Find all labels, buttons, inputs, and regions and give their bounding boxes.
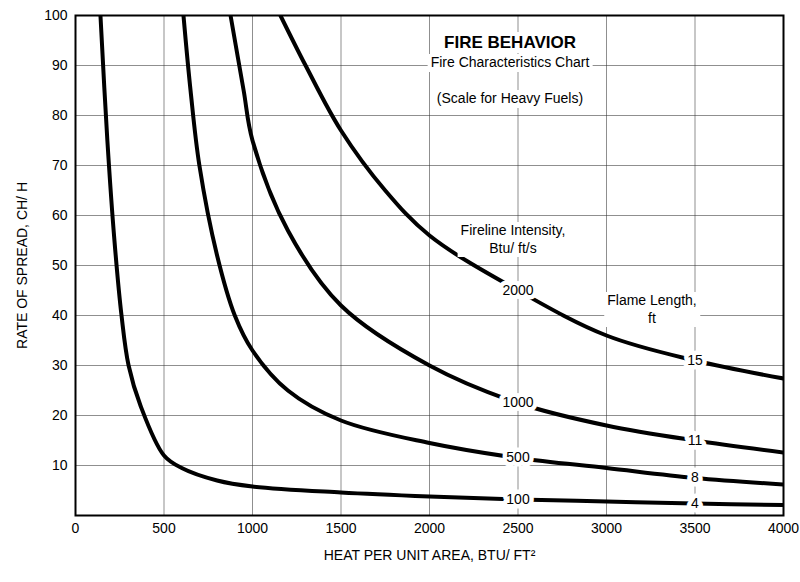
svg-text:10: 10: [52, 457, 68, 473]
svg-text:500: 500: [506, 449, 530, 465]
svg-text:4: 4: [691, 495, 699, 511]
svg-text:100: 100: [506, 491, 530, 507]
svg-text:1500: 1500: [325, 520, 356, 536]
html-text:Btu/ ft/s: Btu/ ft/s: [489, 239, 537, 256]
svg-text:20: 20: [52, 407, 68, 423]
html-text:Fireline Intensity,: Fireline Intensity,: [460, 222, 566, 238]
svg-text:2000: 2000: [414, 520, 445, 536]
svg-text:500: 500: [152, 520, 176, 536]
svg-text:15: 15: [687, 352, 703, 368]
svg-text:RATE OF SPREAD, CH/ H: RATE OF SPREAD, CH/ H: [14, 182, 30, 349]
svg-text:0: 0: [72, 520, 80, 536]
svg-text:1000: 1000: [237, 520, 268, 536]
svg-text:70: 70: [52, 157, 68, 173]
svg-text:3000: 3000: [591, 520, 622, 536]
svg-text:90: 90: [52, 57, 68, 73]
html-text:ft: ft: [648, 309, 656, 326]
svg-text:30: 30: [52, 357, 68, 373]
svg-text:100: 100: [44, 7, 68, 23]
svg-text:2000: 2000: [502, 282, 533, 298]
svg-text:50: 50: [52, 257, 68, 273]
svg-text:2500: 2500: [502, 520, 533, 536]
svg-text:8: 8: [691, 469, 699, 485]
svg-text:11: 11: [688, 432, 703, 448]
svg-text:1000: 1000: [502, 394, 533, 410]
svg-text:80: 80: [52, 107, 68, 123]
svg-text:60: 60: [52, 207, 68, 223]
svg-text:40: 40: [52, 307, 68, 323]
html-text:FIRE BEHAVIOR: FIRE BEHAVIOR: [444, 33, 576, 52]
html-text:(Scale for Heavy Fuels): (Scale for Heavy Fuels): [436, 90, 584, 106]
svg-text:HEAT PER UNIT AREA, BTU/ FT²: HEAT PER UNIT AREA, BTU/ FT²: [324, 547, 536, 563]
svg-text:4000: 4000: [768, 520, 799, 536]
html-text:Flame Length,: Flame Length,: [607, 292, 697, 308]
svg-text:3500: 3500: [679, 520, 710, 536]
html-text:Fire Characteristics Chart: Fire Characteristics Chart: [430, 54, 590, 70]
